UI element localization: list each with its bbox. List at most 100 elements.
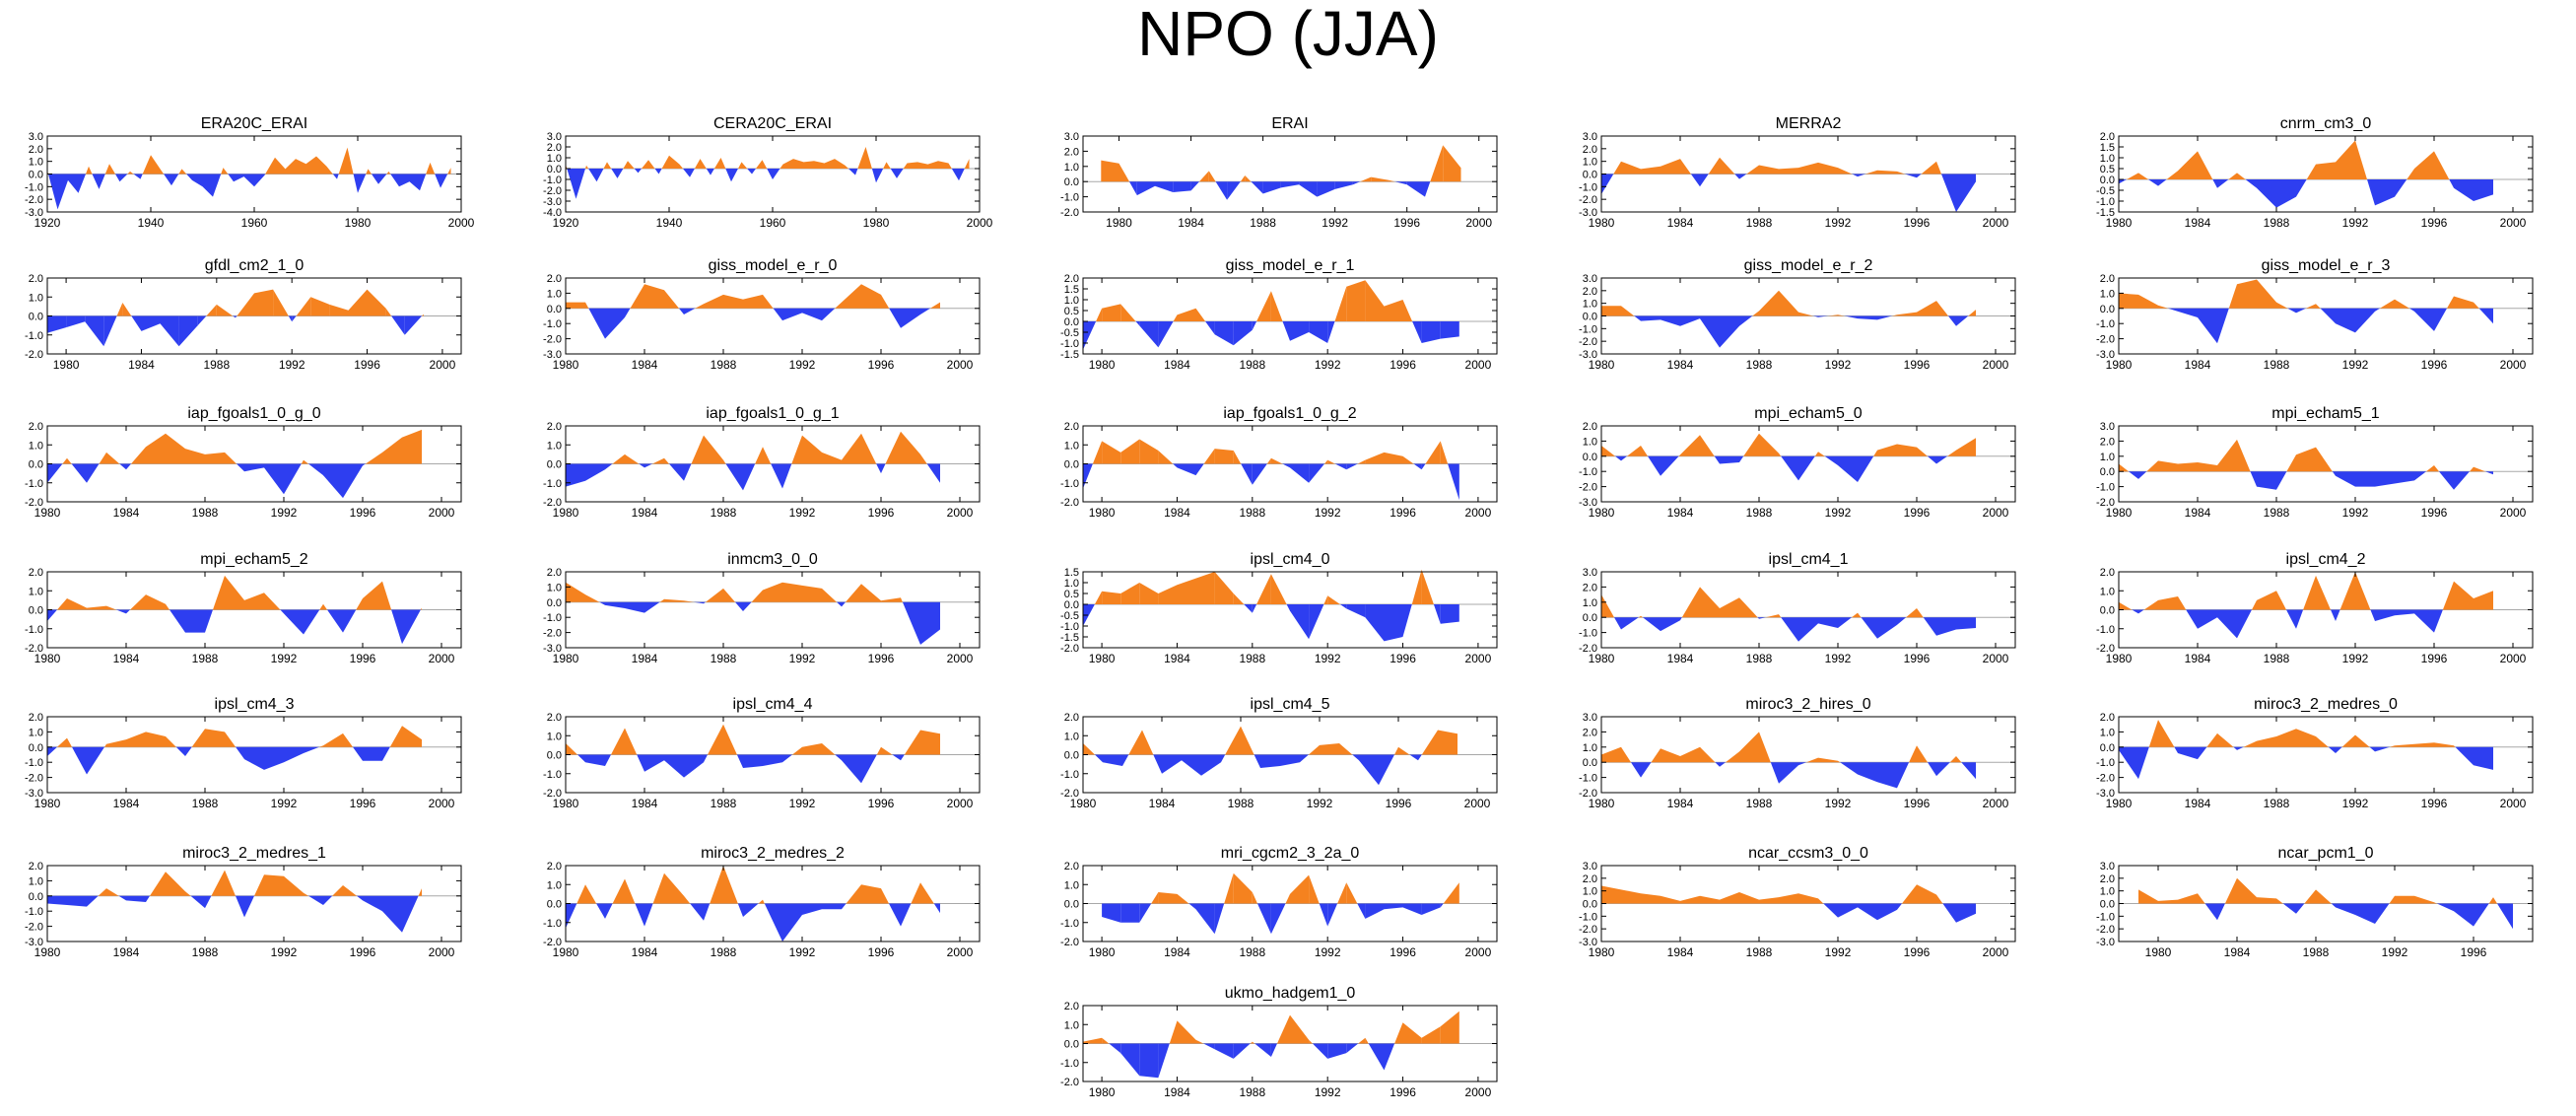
- negative-area: [1690, 174, 1700, 187]
- x-tick-label: 1980: [345, 216, 372, 230]
- negative-area: [1280, 754, 1300, 766]
- positive-area: [2257, 736, 2276, 747]
- negative-area: [1720, 455, 1739, 464]
- x-tick-label: 1996: [354, 358, 380, 372]
- positive-area: [1638, 615, 1641, 618]
- negative-area: [634, 169, 639, 174]
- negative-area: [773, 169, 780, 179]
- negative-area: [605, 463, 613, 470]
- negative-area: [1798, 455, 1815, 481]
- negative-area: [1270, 1043, 1277, 1057]
- negative-area: [1162, 754, 1182, 774]
- x-tick-label: 1992: [1322, 216, 1348, 230]
- positive-area: [106, 888, 119, 896]
- chart-title: ipsl_cm4_3: [215, 696, 295, 713]
- positive-area: [1720, 892, 1739, 904]
- positive-area: [669, 155, 680, 169]
- y-tick-label: 0.0: [1583, 170, 1597, 181]
- negative-area: [2296, 609, 2304, 629]
- plot-frame: [1082, 135, 1498, 213]
- chart-panel: gfdl_cm2_1_0 2.0 1.0 0.0 -1.0 -2.0 1980 1984 198…: [25, 257, 462, 372]
- negative-area: [175, 746, 185, 756]
- x-tick-label: 1980: [1589, 506, 1615, 520]
- positive-area: [2158, 460, 2178, 472]
- negative-area: [725, 169, 731, 182]
- positive-area: [758, 899, 763, 904]
- positive-area: [566, 302, 585, 309]
- positive-area: [329, 304, 349, 316]
- negative-area: [1109, 1043, 1121, 1054]
- positive-area: [2296, 729, 2316, 747]
- negative-area: [1421, 321, 1441, 343]
- positive-area: [2470, 466, 2474, 472]
- negative-area: [743, 754, 763, 768]
- y-tick-label: 2.0: [1583, 873, 1597, 885]
- negative-area: [2355, 308, 2375, 333]
- negative-area: [323, 463, 343, 499]
- positive-area: [225, 452, 237, 464]
- negative-area: [1840, 762, 1858, 775]
- chart-title: giss_model_e_r_2: [1744, 257, 1873, 274]
- y-tick-label: 2.0: [2100, 712, 2115, 724]
- y-tick-label: 0.0: [1583, 452, 1597, 463]
- positive-area: [1828, 314, 1838, 316]
- positive-area: [1346, 280, 1366, 321]
- y-tick-label: 1.0: [2100, 288, 2115, 300]
- negative-area: [254, 174, 265, 187]
- negative-area: [363, 895, 382, 912]
- positive-area: [316, 156, 327, 174]
- negative-area: [87, 746, 104, 775]
- x-tick-label: 2000: [947, 652, 974, 665]
- negative-area: [2355, 903, 2375, 924]
- x-tick-label: 1984: [632, 797, 658, 810]
- positive-area: [1917, 608, 1924, 618]
- positive-area: [343, 885, 357, 896]
- positive-area: [1720, 597, 1739, 618]
- positive-area: [89, 166, 93, 174]
- negative-area: [1402, 903, 1422, 915]
- positive-area: [1779, 168, 1798, 174]
- y-tick-label: 0.0: [1583, 899, 1597, 911]
- y-tick-label: 2.0: [547, 712, 562, 724]
- x-tick-label: 1988: [1239, 652, 1265, 665]
- negative-area: [1897, 903, 1902, 910]
- x-tick-label: 1980: [1589, 216, 1615, 230]
- negative-area: [1177, 463, 1196, 476]
- negative-area: [1421, 463, 1426, 470]
- positive-area: [1346, 882, 1358, 904]
- negative-area: [1158, 1043, 1170, 1079]
- negative-area: [1282, 321, 1290, 341]
- negative-area: [308, 463, 323, 476]
- positive-area: [648, 160, 655, 169]
- negative-area: [280, 609, 284, 614]
- positive-area: [319, 745, 323, 747]
- positive-area: [285, 159, 296, 174]
- y-tick-label: -1.0: [1579, 181, 1597, 193]
- x-tick-label: 1992: [789, 945, 816, 959]
- chart-title: ipsl_cm4_1: [1769, 551, 1849, 568]
- negative-area: [1641, 315, 1661, 321]
- negative-area: [308, 895, 323, 905]
- negative-area: [1897, 762, 1910, 789]
- positive-area: [1252, 892, 1257, 904]
- negative-area: [236, 895, 244, 918]
- y-tick-label: 2.0: [29, 567, 43, 579]
- negative-area: [1083, 463, 1093, 489]
- y-tick-label: 2.0: [2100, 273, 2115, 285]
- negative-area: [1941, 174, 1956, 212]
- y-tick-label: -1.5: [1060, 349, 1079, 361]
- positive-area: [1906, 608, 1917, 618]
- x-tick-label: 1992: [1825, 358, 1852, 372]
- negative-area: [1312, 1043, 1328, 1059]
- negative-area: [2217, 308, 2229, 344]
- negative-area: [2436, 903, 2454, 912]
- positive-area: [1256, 291, 1271, 321]
- positive-area: [1641, 166, 1661, 174]
- negative-area: [902, 601, 920, 645]
- negative-area: [1858, 455, 1874, 482]
- positive-area: [426, 162, 431, 174]
- positive-area: [216, 304, 234, 316]
- positive-area: [1173, 314, 1178, 321]
